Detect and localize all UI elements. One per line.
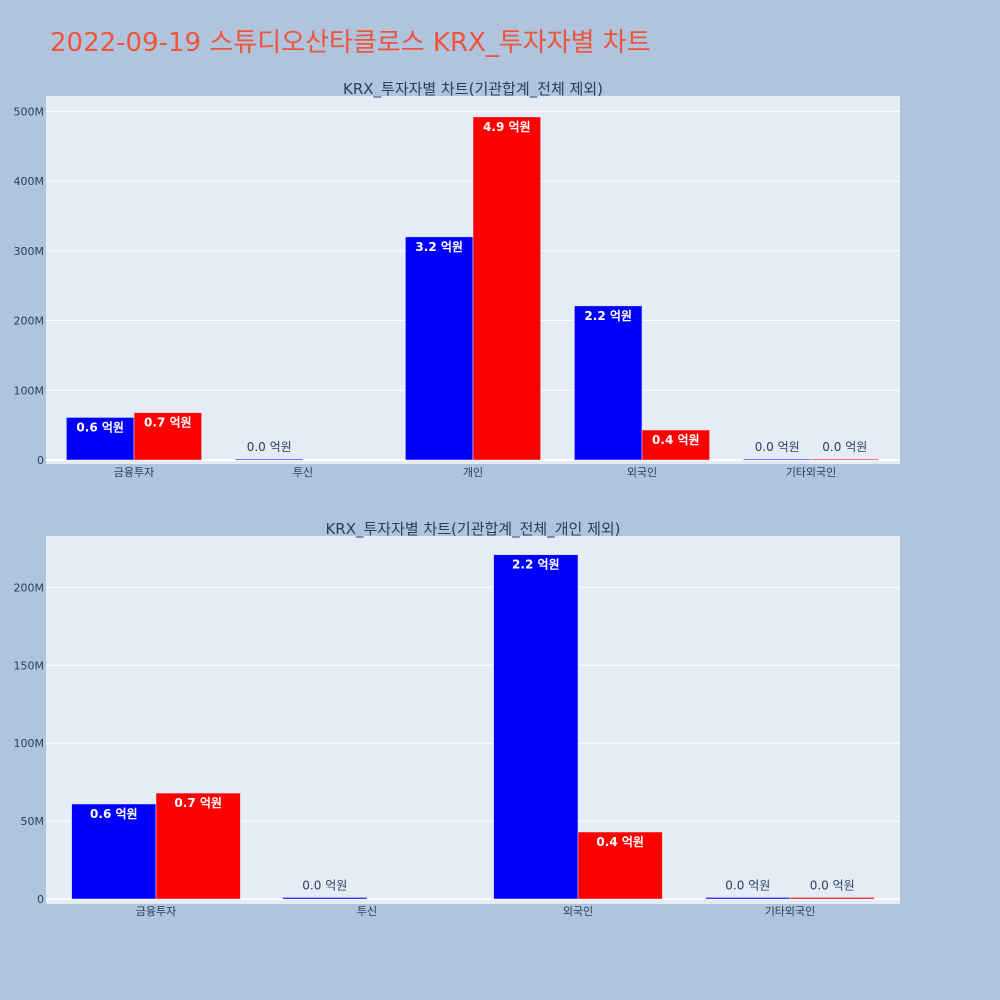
bar-value-label: 0.0 억원 [302, 878, 347, 892]
y-tick-label: 150M [14, 659, 45, 672]
bar-value-label: 2.2 억원 [512, 558, 560, 572]
y-tick-label: 500M [14, 105, 45, 118]
bar-value-label: 0.0 억원 [755, 440, 800, 454]
x-tick-label: 외국인 [563, 905, 593, 918]
bar-series-1-1 [235, 458, 304, 461]
bar-series-2-4 [810, 458, 879, 461]
y-tick-label: 200M [14, 581, 45, 594]
bar-series-1-0 [71, 803, 157, 900]
bar-value-label: 0.7 억원 [144, 416, 192, 430]
chart-title: KRX_투자자별 차트(기관합계_전체_개인 제외) [325, 520, 620, 539]
bar-series-1-2 [493, 554, 579, 900]
bar-value-label: 0.6 억원 [76, 420, 124, 434]
bar-series-2-3 [641, 429, 710, 461]
bar-series-1-1 [282, 897, 368, 900]
bar-series-1-2 [405, 236, 474, 461]
bar-series-2-2 [577, 831, 663, 900]
bar-value-label: 0.7 억원 [174, 796, 222, 810]
y-tick-label: 0 [37, 893, 44, 906]
page-title: 2022-09-19 스튜디오산타클로스 KRX_투자자별 차트 [50, 28, 651, 58]
bar-series-1-3 [574, 305, 643, 461]
x-tick-label: 금융투자 [136, 905, 176, 918]
y-tick-label: 200M [14, 315, 45, 328]
bar-value-label: 0.0 억원 [725, 878, 770, 892]
bar-value-label: 4.9 억원 [483, 120, 531, 134]
bar-value-label: 2.2 억원 [584, 309, 632, 323]
bar-series-2-0 [155, 792, 241, 900]
bar-series-1-0 [66, 417, 135, 461]
bar-value-label: 0.4 억원 [596, 835, 644, 849]
bar-series-2-2 [472, 116, 541, 461]
bar-series-1-3 [705, 897, 791, 900]
y-tick-label: 400M [14, 175, 45, 188]
chart-title: KRX_투자자별 차트(기관합계_전체 제외) [343, 80, 603, 99]
x-tick-label: 외국인 [627, 466, 657, 479]
y-tick-label: 100M [14, 384, 45, 397]
x-tick-label: 기타외국인 [765, 905, 816, 918]
y-tick-label: 100M [14, 737, 45, 750]
bar-value-label: 0.0 억원 [810, 878, 855, 892]
x-tick-label: 기타외국인 [786, 466, 837, 479]
x-tick-label: 투신 [357, 905, 377, 918]
bar-value-label: 0.0 억원 [822, 440, 867, 454]
bar-series-2-3 [789, 897, 875, 900]
x-tick-label: 투신 [293, 466, 313, 479]
bar-value-label: 0.0 억원 [247, 440, 292, 454]
x-tick-label: 금융투자 [114, 466, 154, 479]
y-tick-label: 50M [21, 815, 45, 828]
bar-value-label: 3.2 억원 [415, 240, 463, 254]
x-tick-label: 개인 [463, 466, 483, 479]
bar-value-label: 0.4 억원 [652, 433, 700, 447]
y-tick-label: 300M [14, 245, 45, 258]
bar-value-label: 0.6 억원 [90, 807, 138, 821]
y-tick-label: 0 [37, 454, 44, 467]
bar-series-2-0 [133, 412, 202, 461]
